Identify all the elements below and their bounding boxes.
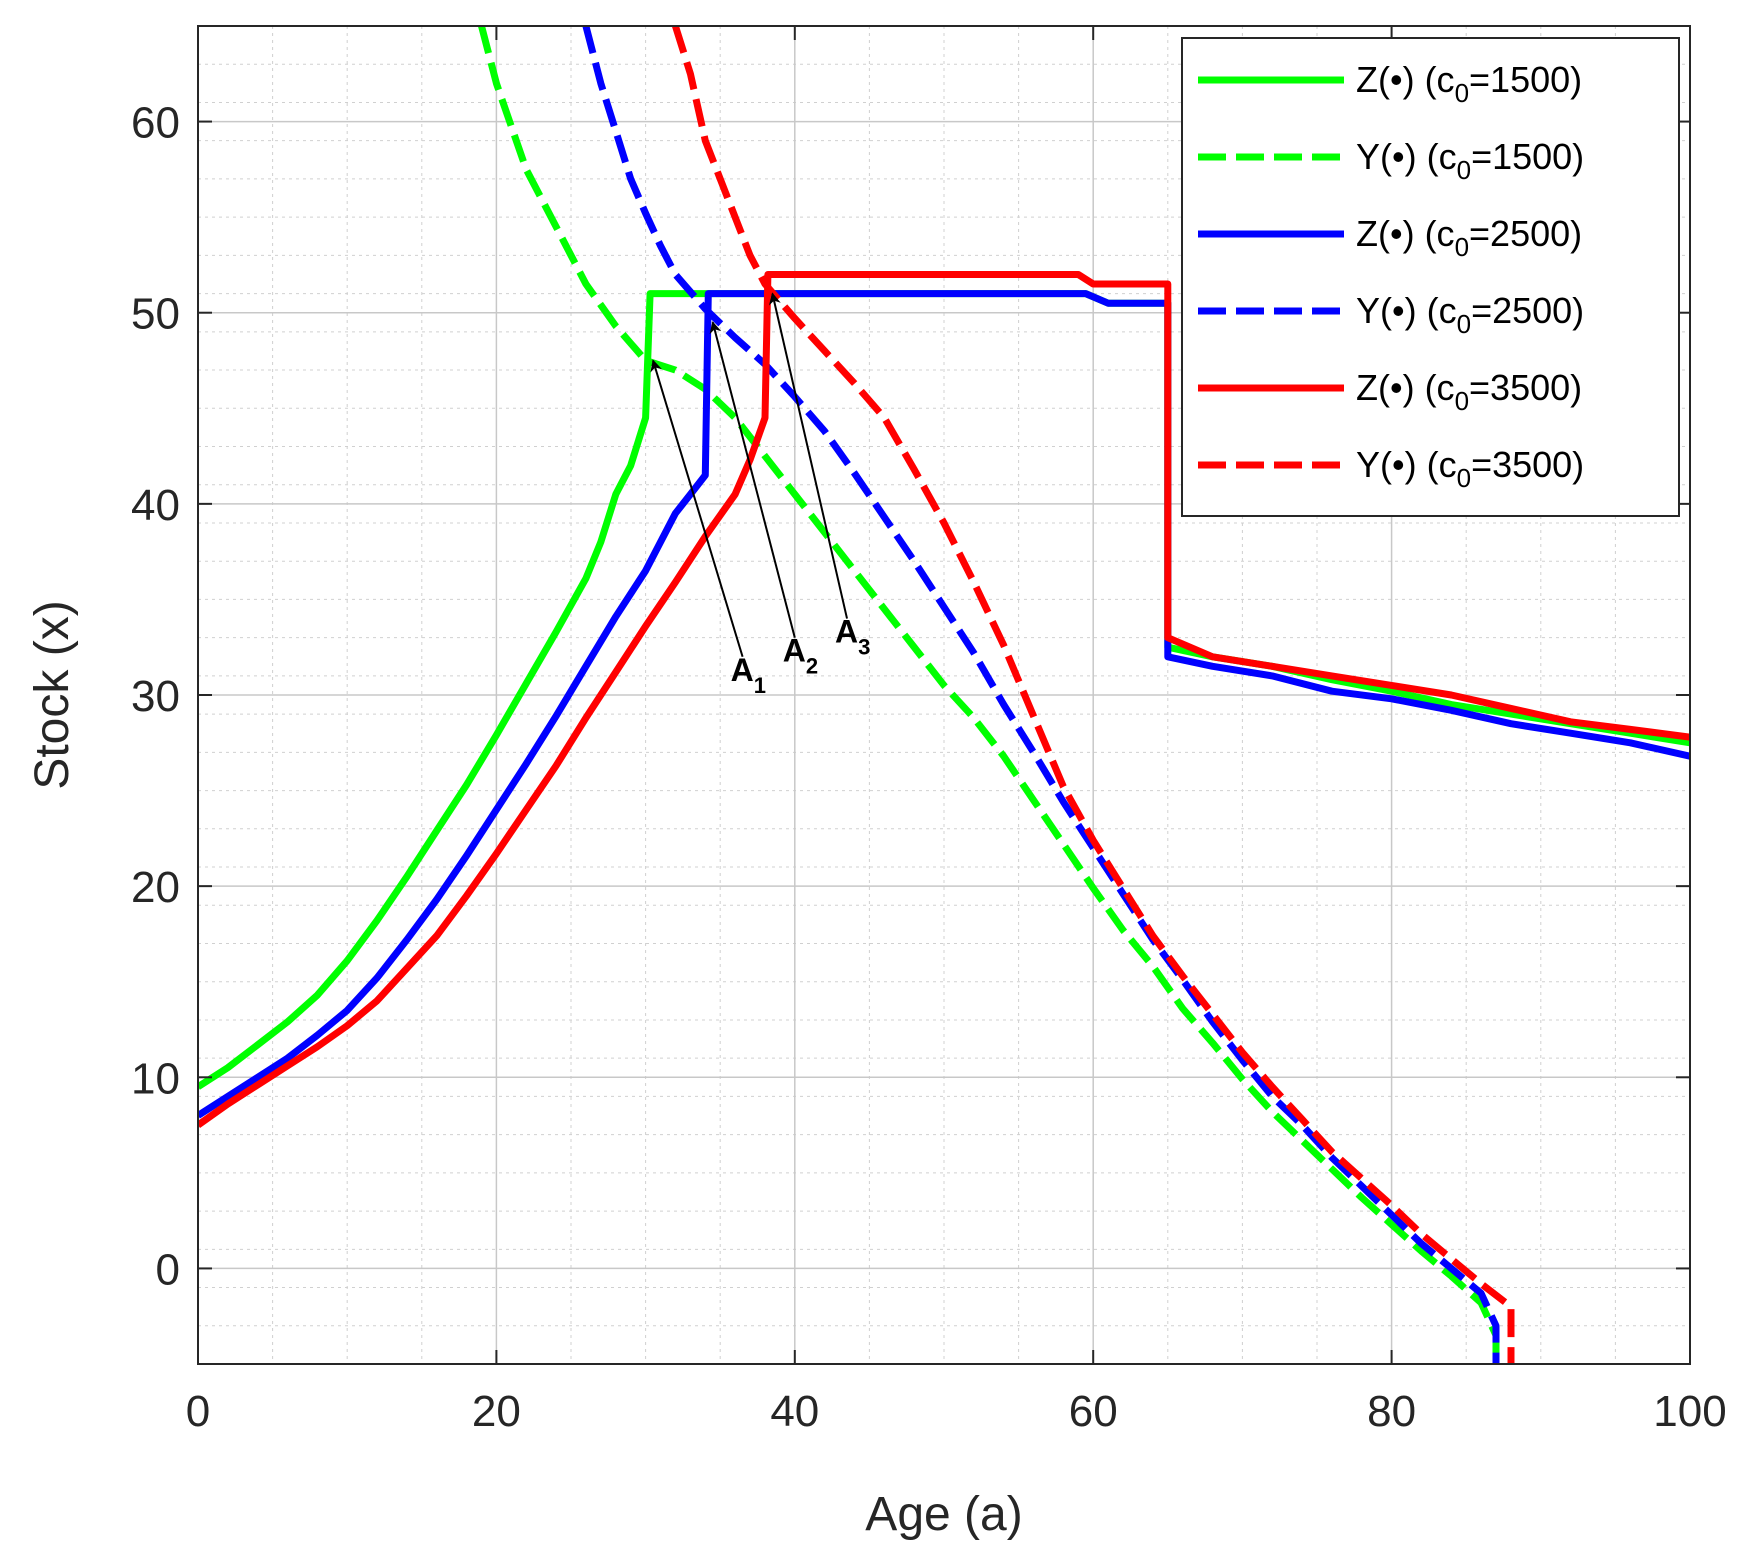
legend-tail: =1500) bbox=[1469, 59, 1582, 100]
annotation-arrow-1 bbox=[650, 359, 744, 658]
minor-grid bbox=[198, 25, 1690, 1365]
legend-subscript: 0 bbox=[1455, 386, 1469, 416]
legend-tail: =1500) bbox=[1471, 136, 1584, 177]
legend-subscript: 0 bbox=[1457, 463, 1471, 493]
series-line-1 bbox=[198, 290, 1690, 1090]
legend-tail: =3500) bbox=[1469, 367, 1582, 408]
y-tick-label: 0 bbox=[156, 1245, 180, 1294]
annotation-subscript-3: 3 bbox=[858, 635, 870, 660]
annotation-subscript-2: 2 bbox=[806, 654, 818, 679]
x-tick-label: 40 bbox=[770, 1387, 819, 1436]
legend-subscript: 0 bbox=[1457, 155, 1471, 185]
series-layer bbox=[198, 26, 1690, 1364]
legend-subscript: 0 bbox=[1457, 309, 1471, 339]
x-tick-label: 60 bbox=[1069, 1387, 1118, 1436]
legend-tail: =2500) bbox=[1471, 290, 1584, 331]
legend-label-3: Z(•) (c0=2500) bbox=[1356, 213, 1582, 262]
legend-label-1: Z(•) (c0=1500) bbox=[1356, 59, 1582, 108]
legend-label-5: Z(•) (c0=3500) bbox=[1356, 367, 1582, 416]
y-tick-label: 20 bbox=[131, 863, 180, 912]
y-tick-label: 50 bbox=[131, 290, 180, 339]
x-axis-label: Age (a) bbox=[865, 1488, 1022, 1541]
x-tick-label: 20 bbox=[472, 1387, 521, 1436]
legend-tail: =2500) bbox=[1469, 213, 1582, 254]
series-line-4 bbox=[582, 26, 1500, 1364]
x-tick-label: 80 bbox=[1367, 1387, 1416, 1436]
x-tick-label: 100 bbox=[1653, 1387, 1726, 1436]
legend-tail: =3500) bbox=[1471, 444, 1584, 485]
legend-label-2: Y(•) (c0=1500) bbox=[1356, 136, 1584, 185]
legend-subscript: 0 bbox=[1455, 78, 1469, 108]
legend-label-6: Y(•) (c0=3500) bbox=[1356, 444, 1584, 493]
legend-box bbox=[1181, 37, 1680, 517]
y-tick-label: 40 bbox=[131, 481, 180, 530]
series-line-6 bbox=[672, 26, 1515, 1364]
legend-subscript: 0 bbox=[1455, 232, 1469, 262]
legend-label-4: Y(•) (c0=2500) bbox=[1356, 290, 1584, 339]
y-axis-label: Stock (x) bbox=[26, 600, 79, 789]
annotation-subscript-1: 1 bbox=[754, 673, 766, 698]
annotation-arrow-2 bbox=[709, 321, 796, 638]
y-tick-label: 60 bbox=[131, 99, 180, 148]
series-line-2 bbox=[478, 26, 1500, 1364]
legend: Z(•) (c0=1500) Y(•) (c0=1500) Z(•) (c0=250… bbox=[1181, 37, 1680, 517]
series-line-5 bbox=[198, 271, 1690, 1128]
x-tick-label: 0 bbox=[186, 1387, 210, 1436]
y-tick-label: 30 bbox=[131, 672, 180, 721]
y-tick-label: 10 bbox=[131, 1054, 180, 1103]
annotation-arrow-3 bbox=[768, 292, 848, 619]
series-line-3 bbox=[198, 290, 1690, 1119]
